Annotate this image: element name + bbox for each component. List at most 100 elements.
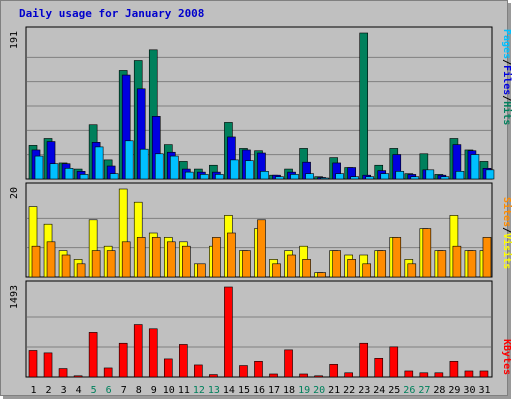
kbytes-bar-day-18 <box>284 349 293 378</box>
sites-bar-day-24 <box>377 250 387 278</box>
legend-pages: Pages <box>501 29 512 59</box>
hits-panel-legend: Pages/Files/Hits <box>501 29 512 125</box>
pages-bar-day-13 <box>215 174 224 180</box>
sites-bar-day-18 <box>287 254 296 278</box>
kbytes-bar-day-3 <box>58 368 68 378</box>
day-label-1: 1 <box>31 385 37 396</box>
kbytes-bar-day-1 <box>28 350 38 378</box>
kbytes-bar-day-22 <box>344 372 353 378</box>
pages-bar-day-1 <box>34 155 44 180</box>
kbytes-bar-day-9 <box>148 328 158 378</box>
pages-bar-day-16 <box>260 171 269 180</box>
hits-ymax-label: 191 <box>9 31 20 49</box>
day-label-27: 27 <box>418 385 430 396</box>
day-label-21: 21 <box>328 385 340 396</box>
kbytes-panel-legend: KBytes <box>501 339 512 375</box>
visits-ymax-label: 20 <box>9 187 20 199</box>
sites-bar-day-1 <box>31 245 41 278</box>
legend-sites: Sites <box>501 197 512 227</box>
kbytes-bar-day-12 <box>194 364 203 378</box>
pages-bar-day-6 <box>109 173 119 180</box>
legend-hits: Hits <box>501 101 512 125</box>
day-label-15: 15 <box>238 385 250 396</box>
sites-bar-day-30 <box>467 250 477 278</box>
sites-bar-day-23 <box>362 263 372 278</box>
pages-bar-day-25 <box>395 171 405 180</box>
kbytes-bar-day-30 <box>464 370 474 378</box>
kbytes-bar-day-4 <box>73 375 83 378</box>
sites-bar-day-8 <box>136 237 146 278</box>
sites-bar-day-16 <box>257 219 266 278</box>
kbytes-bar-day-29 <box>449 361 459 378</box>
sites-bar-day-13 <box>212 237 221 278</box>
day-label-26: 26 <box>403 385 415 396</box>
sites-bar-day-10 <box>166 241 176 278</box>
kbytes-bar-day-28 <box>434 372 444 378</box>
sites-bar-day-29 <box>452 245 462 278</box>
day-label-31: 31 <box>478 385 490 396</box>
pages-bar-day-15 <box>245 160 254 180</box>
pages-bar-day-9 <box>154 153 164 180</box>
sites-bar-day-28 <box>437 250 447 278</box>
kbytes-bar-day-19 <box>299 373 308 378</box>
day-label-8: 8 <box>136 385 142 396</box>
day-label-28: 28 <box>433 385 445 396</box>
hits-bar-day-23 <box>359 32 369 180</box>
sites-bar-day-9 <box>151 237 161 278</box>
day-label-4: 4 <box>76 385 82 396</box>
day-label-29: 29 <box>448 385 460 396</box>
day-label-10: 10 <box>163 385 175 396</box>
sites-bar-day-4 <box>76 263 86 278</box>
kbytes-bar-day-23 <box>359 342 369 378</box>
pages-bar-day-20 <box>320 177 329 180</box>
legend-sep-2: / <box>501 95 512 101</box>
pages-bar-day-26 <box>410 176 420 180</box>
sites-bar-day-26 <box>407 263 417 278</box>
day-label-22: 22 <box>343 385 355 396</box>
day-label-5: 5 <box>91 385 97 396</box>
kbytes-bar-day-8 <box>133 324 143 378</box>
sites-bar-day-6 <box>106 250 116 278</box>
visits-panel-legend: Sites/Visits <box>501 197 512 269</box>
day-label-9: 9 <box>151 385 157 396</box>
kbytes-bar-day-20 <box>314 375 323 378</box>
pages-bar-day-24 <box>380 173 390 180</box>
day-label-23: 23 <box>358 385 370 396</box>
day-label-20: 20 <box>313 385 325 396</box>
kbytes-bar-day-17 <box>269 373 278 378</box>
day-label-11: 11 <box>178 385 190 396</box>
bars <box>28 32 495 378</box>
kbytes-ymax-label: 1493 <box>9 285 20 309</box>
pages-bar-day-11 <box>185 171 194 180</box>
sites-bar-day-22 <box>347 259 356 278</box>
x-axis-day-labels: 1 2 3 4 5 6 7 8 9 10 11 12 13 14 15 16 17 18 19 20 21 22 23 24 2… <box>31 385 491 396</box>
pages-bar-day-10 <box>169 155 179 180</box>
pages-bar-day-29 <box>455 171 465 180</box>
pages-bar-day-3 <box>64 167 74 180</box>
sites-bar-day-27 <box>422 228 432 278</box>
kbytes-bar-day-24 <box>374 358 384 378</box>
kbytes-bar-day-10 <box>163 358 173 378</box>
kbytes-bar-day-7 <box>118 342 128 378</box>
pages-bar-day-18 <box>290 174 299 180</box>
day-label-30: 30 <box>463 385 475 396</box>
sites-bar-day-19 <box>302 259 311 278</box>
sites-bar-day-7 <box>121 241 131 278</box>
kbytes-bar-day-13 <box>209 374 218 378</box>
pages-bar-day-17 <box>275 176 284 180</box>
legend-files: Files <box>501 65 512 95</box>
pages-bar-day-30 <box>470 154 480 180</box>
kbytes-bar-day-16 <box>254 361 263 378</box>
pages-bar-day-28 <box>440 176 450 180</box>
kbytes-bar-day-5 <box>88 332 98 378</box>
kbytes-panel <box>25 280 493 378</box>
sites-bar-day-11 <box>182 245 191 278</box>
day-label-16: 16 <box>253 385 265 396</box>
sites-bar-day-31 <box>482 237 492 278</box>
pages-bar-day-8 <box>139 148 149 180</box>
pages-bar-day-4 <box>79 174 89 180</box>
kbytes-bar-day-31 <box>479 370 489 378</box>
kbytes-bar-day-21 <box>329 364 338 378</box>
